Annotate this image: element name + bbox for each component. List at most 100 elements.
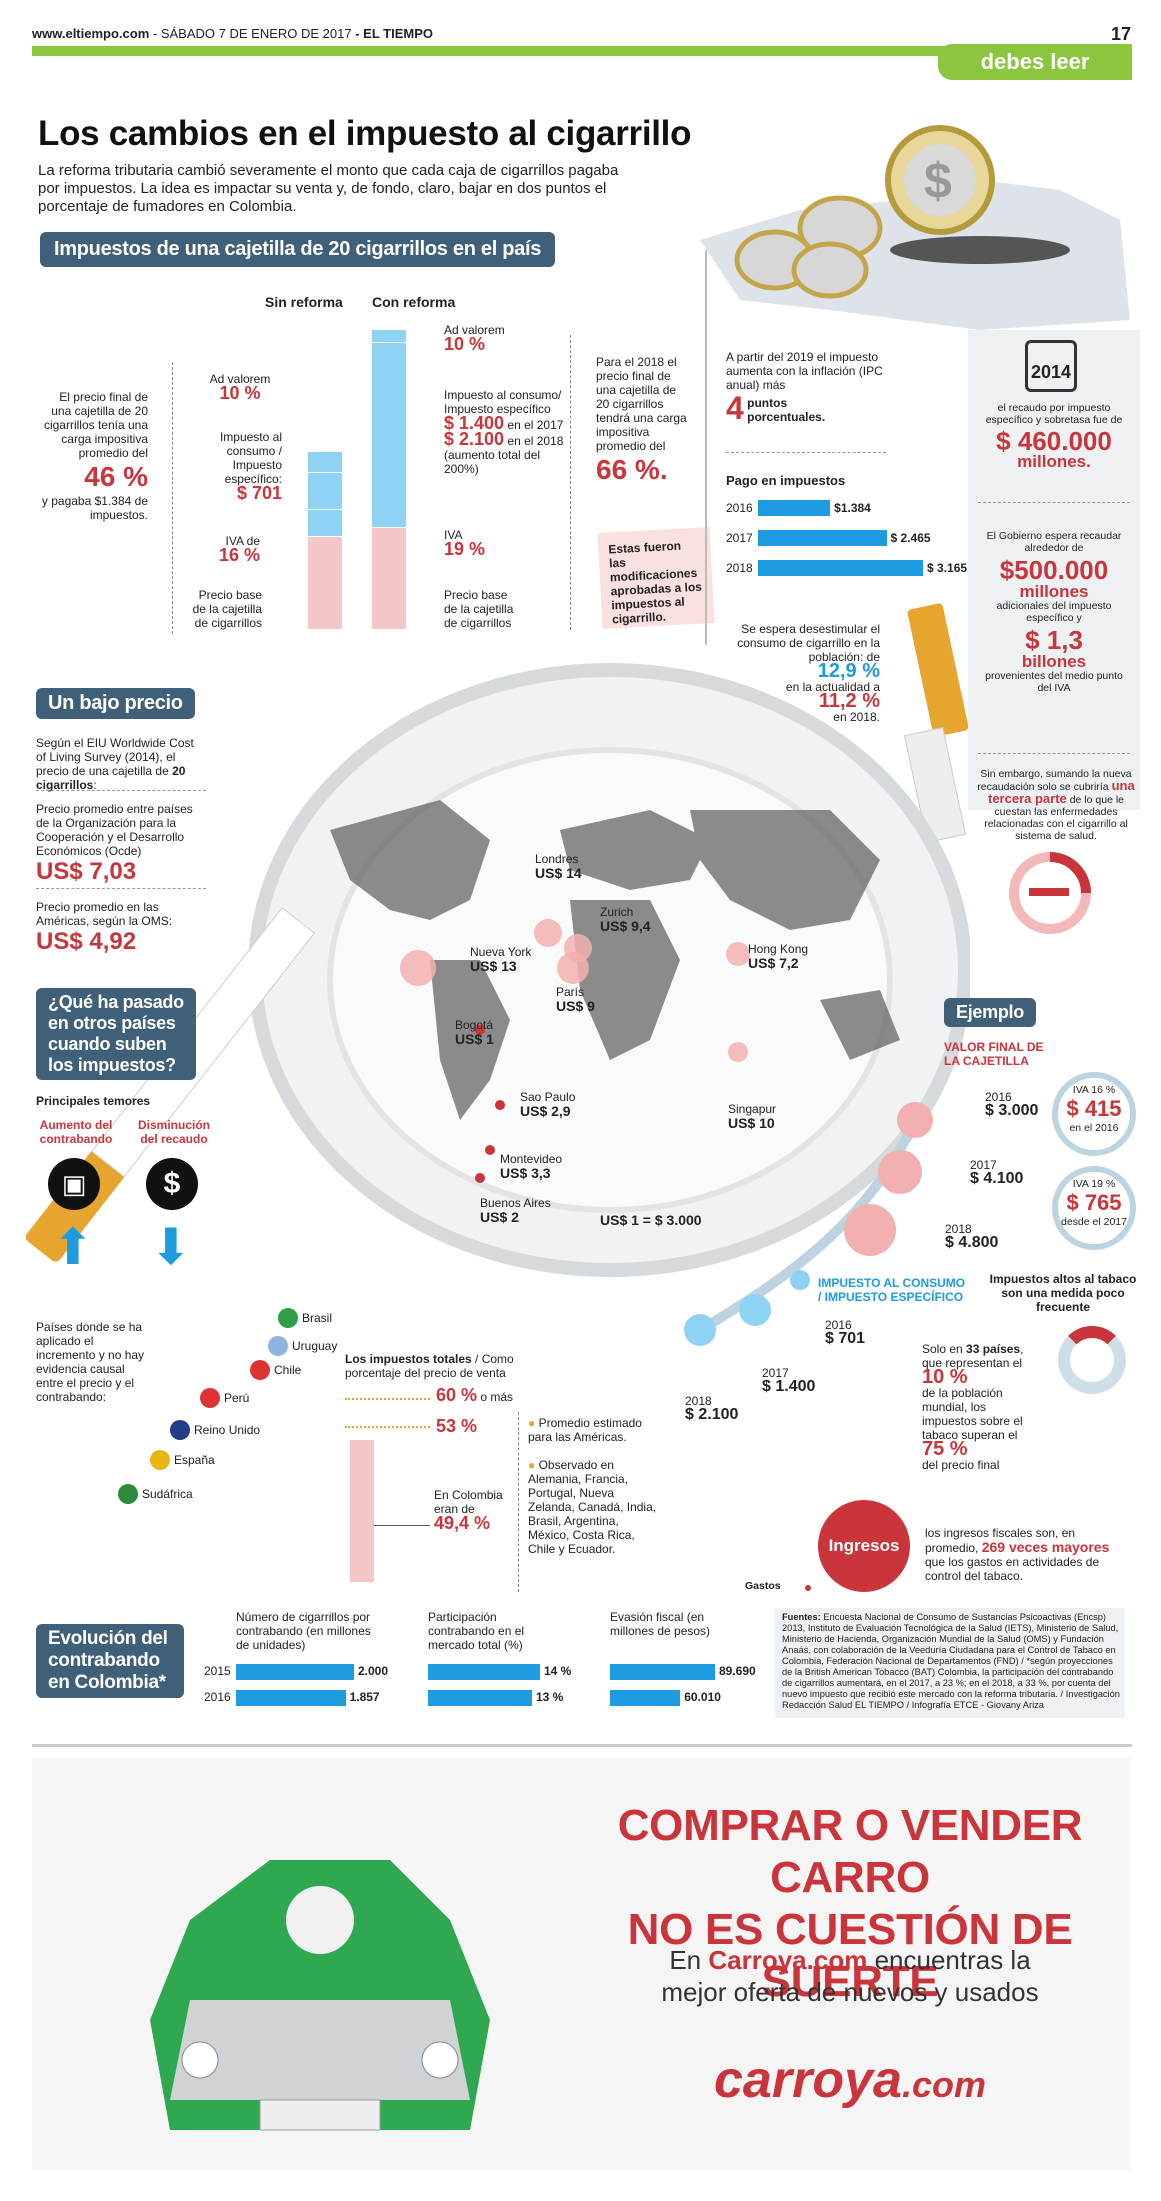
qhp-title: ¿Qué ha pasado en otros países cuando su… (36, 988, 196, 1080)
evol-h1: Número de cigarrillos por contrabando (e… (236, 1610, 371, 1652)
flag-item: España (150, 1450, 215, 1470)
consumo-2018: 2018 $ 2.100 (685, 1394, 739, 1423)
arrow-down-icon: ⬇ (150, 1219, 192, 1275)
flag-item: Perú (200, 1388, 249, 1408)
pago-year: 2016 (726, 501, 753, 515)
disminucion-label: Disminución del recaudo (137, 1118, 210, 1146)
exchange-rate: US$ 1 = $ 3.000 (600, 1212, 702, 1228)
ejemplo-2018: 2018 $ 4.800 (945, 1222, 999, 1251)
con-base: Precio base de la cajetilla de cigarrill… (444, 588, 514, 630)
site-url[interactable]: www.eltiempo.com (32, 26, 150, 41)
totales-colombia: En Colombia eran de 49,4 % (434, 1488, 503, 1533)
flag-icon (200, 1388, 220, 1408)
left-tax-text: El precio final de una cajetilla de 20 c… (41, 390, 148, 522)
flag-icon (278, 1308, 298, 1328)
fuentes-panel (775, 1608, 1125, 1718)
pago-row: 2018 $ 3.165 (726, 560, 986, 576)
divider (36, 790, 206, 791)
ejemplo-arc (684, 1102, 933, 1346)
right-tax-text: Para el 2018 el precio final de una caje… (596, 355, 687, 485)
ejemplo-2017: 2017 $ 4.100 (970, 1158, 1024, 1187)
divider (978, 753, 1130, 754)
totales-v1: 60 % o más (436, 1385, 514, 1405)
pago-bar (758, 530, 887, 546)
flag-icon (250, 1360, 270, 1380)
evol-title: Evolución del contrabando en Colombia* (36, 1624, 184, 1698)
evol-year: 2016 (204, 1690, 231, 1704)
calendar-icon: 2014 (1025, 340, 1077, 392)
ad-copy: En Carroya.com encuentras la mejor oferta… (661, 1945, 1039, 2007)
flag-icon (268, 1336, 288, 1356)
sin-iva-bar (308, 510, 342, 536)
coins-illustration: $ (700, 125, 1130, 330)
city-sao-paulo: Sao Paulo US$ 2,9 (520, 1090, 576, 1119)
city-londres: Londres US$ 14 (535, 852, 582, 881)
altos-donut (1058, 1326, 1126, 1394)
consumo-2017: 2017 $ 1.400 (762, 1366, 816, 1395)
tax-banner: Impuestos de una cajetilla de 20 cigarri… (40, 232, 556, 267)
flag-country: España (174, 1453, 215, 1467)
divider (978, 502, 1130, 503)
colombia-leader (374, 1525, 430, 1526)
header-date: SÁBADO 7 DE ENERO DE 2017 (160, 26, 352, 41)
flag-item: Reino Unido (170, 1420, 260, 1440)
page-number: 17 (1110, 24, 1131, 44)
evol-bar-cigarrillos (236, 1664, 354, 1680)
con-iva: IVA 19 % (444, 528, 486, 559)
left-tax-pct: 46 % (84, 461, 148, 492)
header-rule (32, 46, 1132, 56)
evol-year: 2015 (204, 1664, 231, 1678)
evol-value-cigarrillos: 2.000 (358, 1664, 389, 1678)
iva-2017-circle: IVA 19 % $ 765 desde el 2017 (1052, 1166, 1136, 1250)
header-line: www.eltiempo.com - SÁBADO 7 DE ENERO DE … (32, 26, 433, 41)
side-block-3: Sin embargo, sumando la nueva recaudació… (977, 768, 1135, 842)
consumo-text: Se espera desestimular el consumo de cig… (737, 622, 880, 724)
evol-value-cigarrillos: 1.857 (349, 1690, 380, 1704)
ashtray-map-illustration (248, 663, 970, 1277)
sin-iva: IVA de 16 % (218, 534, 260, 565)
legend-divider (518, 1412, 519, 1592)
totales-line-2 (345, 1426, 430, 1428)
side-block-2: El Gobierno espera recaudar alrededor de… (985, 530, 1123, 694)
sin-reforma-label: Sin reforma (265, 294, 343, 310)
flag-item: Brasil (278, 1308, 332, 1328)
carroya-logo[interactable]: carroya.com (714, 2051, 986, 2109)
fuentes-text: Fuentes: Encuesta Nacional de Consumo de… (782, 1612, 1120, 1710)
city-singapur: Singapur US$ 10 (728, 1102, 777, 1131)
evol-h2: Participación contrabando en el mercado … (428, 1610, 525, 1652)
bajo-title: Un bajo precio (36, 688, 195, 719)
flag-country: Uruguay (292, 1339, 338, 1353)
pago-value: $1.384 (834, 501, 871, 515)
paises-text: Países donde se ha aplicado el increment… (36, 1320, 145, 1404)
ejemplo-title: Ejemplo (944, 998, 1036, 1027)
pago-bar (758, 560, 923, 576)
pago-row: 2016 $1.384 (726, 500, 986, 516)
ejemplo-2016: 2016 $ 3.000 (985, 1090, 1039, 1119)
con-base-bar (372, 528, 406, 629)
flag-country: Chile (274, 1363, 302, 1377)
city-bogota: Bogotá US$ 1 (455, 1018, 494, 1047)
bajo-text-3: Precio promedio en las Américas, según l… (36, 900, 173, 955)
city-zurich: Zurich US$ 9,4 (600, 905, 651, 934)
iva-2016-circle: IVA 16 % $ 415 en el 2016 (1052, 1072, 1136, 1156)
pago-title: Pago en impuestos (726, 473, 846, 488)
divider (726, 452, 886, 453)
right-tax-pct: 66 %. (596, 454, 668, 485)
divider (36, 888, 206, 889)
evol-bar-cigarrillos (236, 1690, 346, 1706)
box-icon: ▣ (48, 1158, 100, 1210)
altos-text: Solo en 33 países, que representan el 10… (922, 1342, 1024, 1472)
totales-title: Los impuestos totales / Como porcentaje … (345, 1352, 514, 1380)
right-bracket (570, 335, 571, 630)
flag-item: Uruguay (268, 1336, 337, 1356)
svg-text:$: $ (924, 153, 952, 209)
flag-icon (170, 1420, 190, 1440)
evol-value-evasion: 60.010 (684, 1690, 721, 1704)
con-advalorem: Ad valorem 10 % (444, 323, 505, 354)
temores-label: Principales temores (36, 1094, 151, 1108)
sin-consumo: Impuesto al consumo / Impuesto específic… (219, 430, 282, 503)
flag-country: Perú (224, 1391, 250, 1405)
gastos-label: Gastos (745, 1580, 781, 1592)
totales-line-1 (345, 1398, 430, 1400)
valor-final-label: VALOR FINAL DE LA CAJETILLA (944, 1040, 1044, 1068)
